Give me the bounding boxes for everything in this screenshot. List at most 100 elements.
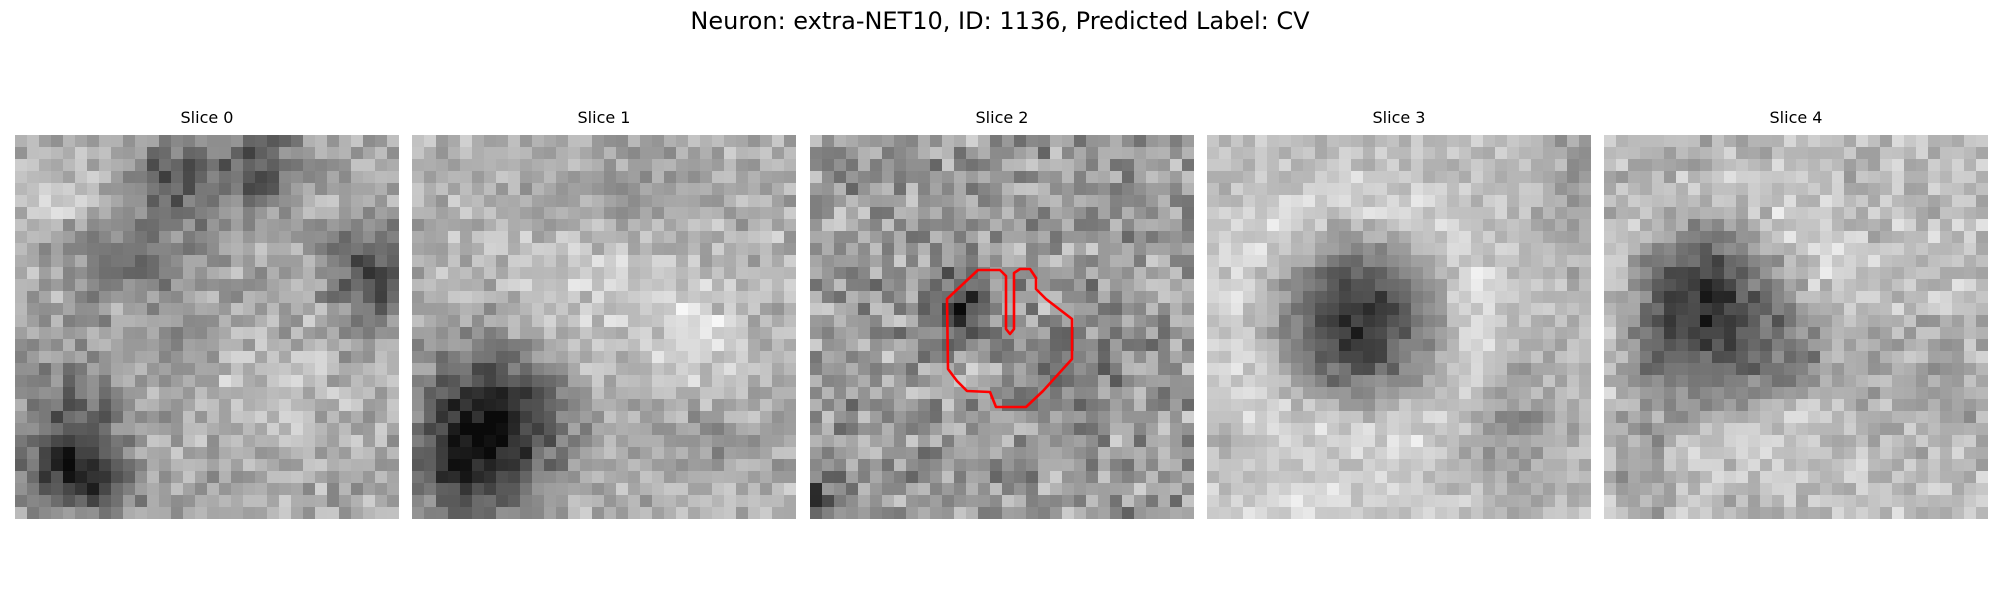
pixel bbox=[1531, 363, 1544, 376]
pixel bbox=[1459, 171, 1472, 184]
pixel bbox=[1892, 195, 1905, 208]
pixel bbox=[1676, 411, 1689, 424]
pixel bbox=[1940, 399, 1953, 412]
pixel bbox=[159, 279, 172, 292]
pixel bbox=[1555, 363, 1568, 376]
pixel bbox=[664, 291, 677, 304]
pixel bbox=[87, 135, 100, 148]
pixel bbox=[1700, 411, 1713, 424]
pixel bbox=[387, 279, 399, 292]
pixel bbox=[183, 207, 196, 220]
pixel bbox=[1892, 207, 1905, 220]
pixel bbox=[1375, 423, 1388, 436]
pixel bbox=[858, 279, 871, 292]
pixel bbox=[1579, 351, 1591, 364]
pixel bbox=[63, 207, 76, 220]
pixel bbox=[159, 159, 172, 172]
pixel bbox=[1339, 219, 1352, 232]
pixel bbox=[1086, 147, 1099, 160]
pixel bbox=[568, 183, 581, 196]
pixel bbox=[1267, 375, 1280, 388]
pixel bbox=[1507, 171, 1520, 184]
pixel bbox=[1110, 495, 1123, 508]
pixel bbox=[1231, 195, 1244, 208]
pixel bbox=[688, 291, 701, 304]
pixel bbox=[1339, 315, 1352, 328]
pixel bbox=[123, 291, 136, 304]
pixel bbox=[1531, 135, 1544, 148]
pixel bbox=[1784, 327, 1797, 340]
pixel bbox=[1363, 423, 1376, 436]
pixel bbox=[1303, 291, 1316, 304]
pixel bbox=[604, 291, 617, 304]
pixel bbox=[135, 387, 148, 400]
pixel bbox=[1579, 207, 1591, 220]
pixel bbox=[1664, 399, 1677, 412]
pixel bbox=[700, 387, 713, 400]
pixel bbox=[1014, 159, 1027, 172]
pixel bbox=[375, 447, 388, 460]
pixel bbox=[652, 303, 665, 316]
pixel bbox=[640, 339, 653, 352]
pixel bbox=[1038, 279, 1051, 292]
pixel bbox=[1640, 231, 1653, 244]
pixel bbox=[1170, 279, 1183, 292]
pixel bbox=[1531, 291, 1544, 304]
pixel bbox=[954, 471, 967, 484]
pixel bbox=[544, 171, 557, 184]
pixel bbox=[1952, 315, 1965, 328]
pixel bbox=[918, 459, 931, 472]
pixel bbox=[195, 135, 208, 148]
pixel bbox=[363, 339, 376, 352]
pixel bbox=[688, 375, 701, 388]
pixel bbox=[1255, 399, 1268, 412]
pixel bbox=[1844, 351, 1857, 364]
pixel bbox=[1952, 279, 1965, 292]
pixel bbox=[700, 243, 713, 256]
pixel bbox=[1856, 159, 1869, 172]
pixel bbox=[724, 423, 737, 436]
pixel bbox=[424, 159, 437, 172]
pixel bbox=[748, 339, 761, 352]
pixel bbox=[63, 219, 76, 232]
pixel bbox=[822, 135, 835, 148]
pixel bbox=[724, 483, 737, 496]
pixel bbox=[784, 375, 796, 388]
pixel bbox=[363, 483, 376, 496]
pixel bbox=[424, 495, 437, 508]
pixel bbox=[363, 303, 376, 316]
pixel bbox=[1820, 387, 1833, 400]
pixel bbox=[303, 507, 316, 519]
pixel bbox=[1880, 399, 1893, 412]
pixel bbox=[1676, 291, 1689, 304]
pixel bbox=[39, 387, 52, 400]
pixel bbox=[1952, 159, 1965, 172]
pixel bbox=[942, 459, 955, 472]
pixel bbox=[966, 351, 979, 364]
pixel bbox=[520, 435, 533, 448]
pixel bbox=[111, 459, 124, 472]
pixel bbox=[255, 135, 268, 148]
pixel bbox=[1712, 315, 1725, 328]
pixel bbox=[870, 339, 883, 352]
pixel bbox=[1928, 195, 1941, 208]
pixel bbox=[1387, 447, 1400, 460]
pixel bbox=[604, 195, 617, 208]
pixel bbox=[568, 507, 581, 519]
pixel bbox=[544, 459, 557, 472]
pixel bbox=[1832, 315, 1845, 328]
pixel bbox=[303, 363, 316, 376]
pixel bbox=[556, 327, 569, 340]
pixel bbox=[760, 495, 773, 508]
pixel bbox=[1399, 375, 1412, 388]
pixel bbox=[760, 147, 773, 160]
pixel bbox=[930, 207, 943, 220]
pixel bbox=[231, 231, 244, 244]
pixel bbox=[1243, 471, 1256, 484]
pixel bbox=[51, 267, 64, 280]
pixel bbox=[1158, 339, 1171, 352]
pixel bbox=[580, 423, 593, 436]
pixel bbox=[628, 435, 641, 448]
pixel bbox=[688, 447, 701, 460]
pixel bbox=[1928, 339, 1941, 352]
